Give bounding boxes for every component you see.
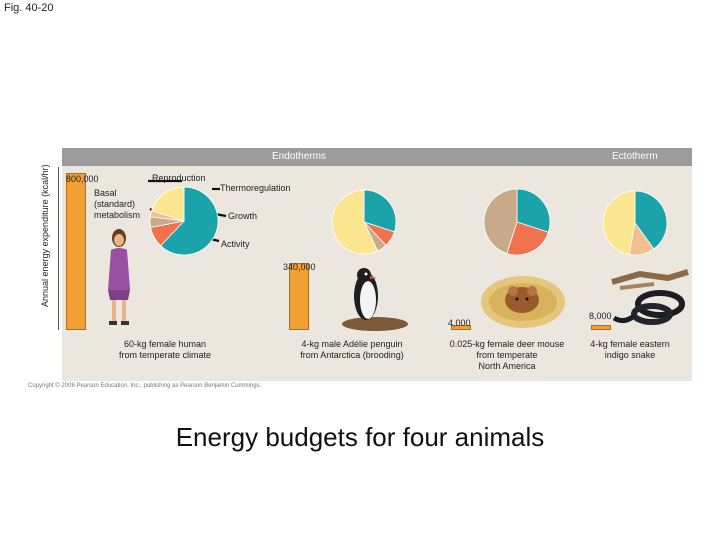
bar-1 (66, 173, 86, 330)
category-label-line: 4-kg female eastern (590, 339, 670, 349)
basal-metabolism-label: Basal (standard) metabolism (94, 188, 140, 221)
category-label-line: from temperate climate (118, 350, 212, 360)
figure-panel (62, 148, 692, 381)
copyright-notice: Copyright © 2008 Pearson Education, Inc.… (28, 383, 262, 389)
category-label-line: indigo snake (604, 350, 656, 360)
pie-slice-deer-mouse-basal (516, 188, 551, 233)
y-axis-line (58, 167, 59, 330)
pie-slice-deer-mouse-reproduction (506, 221, 549, 256)
penguin-illustration (342, 268, 408, 331)
slide-caption: Energy budgets for four animals (175, 422, 545, 452)
category-label: 0.025-kg female deer mouse from temperate… (440, 339, 574, 372)
pie-slice-penguin-activity (331, 189, 379, 255)
category-label-line: 0.025-kg female deer mouse (449, 339, 565, 349)
figure-label: Fig. 40-20 (4, 2, 54, 14)
ectotherm-header: Ectotherm (612, 151, 658, 162)
pie-slice-snake-basal (634, 190, 668, 250)
endotherms-header: Endotherms (272, 151, 326, 162)
bar-3 (451, 325, 471, 330)
bar-2 (289, 263, 309, 330)
category-label-line: from temperate (476, 350, 538, 360)
category-label: 60-kg female human from temperate climate (110, 339, 220, 361)
basal-label-line: Basal (94, 188, 117, 198)
snake-illustration (611, 269, 689, 325)
pie-slice-human-activity (151, 186, 185, 222)
category-label-line: from Antarctica (brooding) (300, 350, 404, 360)
bar-4 (591, 325, 611, 330)
category-label-line: 4-kg male Adélie penguin (301, 339, 403, 349)
pie-slice-deer-mouse-thermoregulation (483, 188, 518, 254)
bar-value-label: 800,000 (66, 174, 99, 184)
category-label: 4-kg male Adélie penguin from Antarctica … (286, 339, 418, 361)
pie-slice-snake-activity (602, 190, 636, 255)
bar-value-label: 8,000 (589, 311, 612, 321)
growth-label: Growth (228, 211, 258, 221)
pie-slice-human-basal (160, 186, 219, 256)
bar-value-label: 4,000 (448, 318, 471, 328)
human-illustration (108, 229, 130, 325)
activity-label: Activity (221, 239, 250, 249)
bar-value-label: 340,000 (283, 262, 316, 272)
pie-slice-penguin-basal (363, 189, 397, 233)
category-label-line: 60-kg female human (123, 339, 207, 349)
basal-label-line: (standard) (94, 199, 136, 209)
group-header-bar (62, 148, 692, 166)
category-label: 4-kg female eastern indigo snake (574, 339, 686, 361)
thermoregulation-label: Thermoregulation (220, 183, 291, 193)
deer-mouse-illustration (481, 276, 565, 328)
basal-label-line: metabolism (94, 210, 141, 220)
reproduction-label: Reproduction (152, 173, 206, 183)
category-label-line: North America (478, 361, 536, 371)
